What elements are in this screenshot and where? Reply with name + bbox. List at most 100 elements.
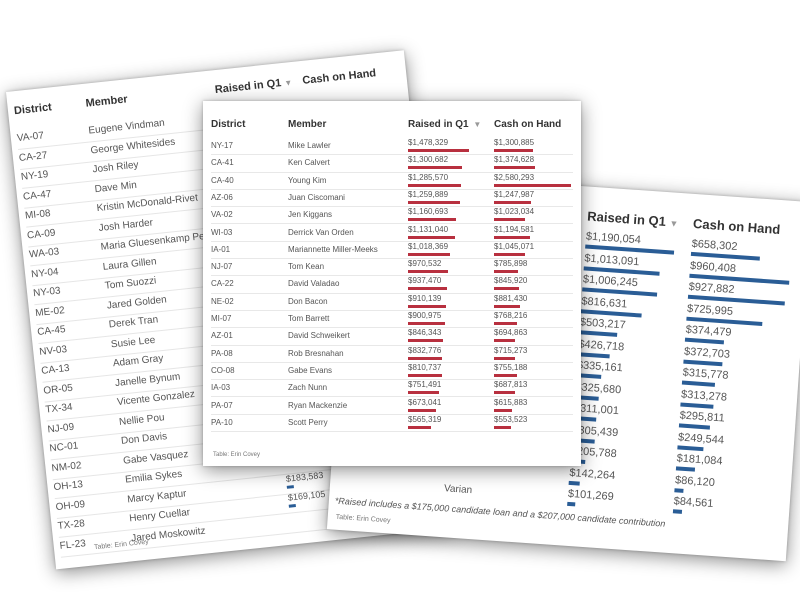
district-cell: PA-08 bbox=[211, 348, 233, 358]
column-header-member[interactable]: Member bbox=[288, 119, 327, 130]
cash-value: $313,278 bbox=[680, 388, 728, 404]
raised-bar bbox=[408, 373, 442, 377]
cash-bar bbox=[494, 149, 534, 152]
district-cell: IA-01 bbox=[211, 244, 231, 254]
raised-bar bbox=[286, 484, 295, 489]
district-cell: CO-08 bbox=[211, 365, 235, 375]
district-cell: CA-22 bbox=[211, 279, 234, 289]
cash-value: $1,023,034 bbox=[494, 207, 535, 217]
sort-desc-icon: ▼ bbox=[669, 218, 679, 229]
raised-value: $335,161 bbox=[576, 359, 624, 375]
cash-value: $295,811 bbox=[679, 409, 726, 425]
raised-bar bbox=[408, 322, 446, 325]
district-cell: IA-03 bbox=[211, 383, 231, 393]
district-cell: CA-40 bbox=[211, 175, 234, 185]
raised-bar bbox=[408, 166, 462, 170]
table-row: NY-17 Mike Lawler $1,478,329 $1,300,885 bbox=[211, 137, 573, 156]
cash-value: $725,995 bbox=[686, 302, 734, 318]
table-credit: Table: Erin Covey bbox=[335, 513, 391, 525]
table-row: CA-41 Ken Calvert $1,300,682 $1,374,628 bbox=[211, 154, 573, 173]
table-row: NJ-07 Tom Kean $970,532 $785,898 bbox=[211, 258, 573, 277]
raised-bar bbox=[568, 480, 580, 486]
column-header-raised[interactable]: Raised in Q1 ▼ bbox=[587, 209, 679, 230]
cash-value: $84,561 bbox=[673, 495, 714, 511]
member-cell: Derrick Van Orden bbox=[288, 227, 354, 237]
raised-bar bbox=[408, 270, 449, 274]
column-header-cash[interactable]: Cash on Hand bbox=[692, 215, 781, 238]
cash-bar bbox=[494, 425, 511, 429]
raised-bar bbox=[408, 339, 443, 343]
cash-value: $960,408 bbox=[689, 259, 737, 275]
cash-bar bbox=[494, 252, 526, 256]
raised-bar bbox=[408, 408, 436, 412]
raised-value: $1,018,369 bbox=[408, 241, 449, 251]
cash-value: $249,544 bbox=[677, 430, 725, 447]
cash-bar bbox=[494, 166, 536, 170]
column-header-district[interactable]: District bbox=[13, 101, 53, 118]
raised-value: $937,470 bbox=[408, 276, 442, 286]
member-cell: Don Bacon bbox=[288, 296, 328, 306]
cash-value: $1,300,885 bbox=[494, 138, 535, 147]
cash-bar bbox=[494, 270, 518, 274]
raised-bar bbox=[408, 149, 470, 152]
column-header-raised[interactable]: Raised in Q1 ▼ bbox=[214, 76, 292, 96]
member-cell: David Valadao bbox=[288, 279, 340, 289]
raised-bar bbox=[408, 287, 447, 291]
raised-value: $1,259,889 bbox=[408, 189, 449, 199]
column-header-cash[interactable]: Cash on Hand bbox=[494, 119, 562, 130]
table-row: MI-07 Tom Barrett $900,975 $768,216 bbox=[211, 310, 573, 329]
raised-bar bbox=[408, 304, 446, 308]
cash-bar bbox=[677, 444, 704, 451]
raised-value: $1,006,245 bbox=[582, 273, 639, 290]
raised-bar bbox=[408, 391, 440, 395]
raised-value: $426,718 bbox=[578, 337, 625, 353]
cash-value: $1,374,628 bbox=[494, 155, 535, 165]
table-row: CO-08 Gabe Evans $810,737 $755,188 bbox=[211, 362, 573, 381]
raised-value: $846,343 bbox=[408, 328, 442, 338]
raised-bar bbox=[408, 425, 432, 429]
district-cell: NY-17 bbox=[211, 141, 233, 150]
column-header-raised[interactable]: Raised in Q1 ▼ bbox=[408, 119, 481, 130]
member-cell: Jen Kiggans bbox=[288, 210, 333, 220]
column-header-district[interactable]: District bbox=[211, 119, 246, 130]
raised-bar bbox=[288, 504, 296, 508]
cash-value: $2,580,293 bbox=[494, 172, 535, 182]
cash-bar bbox=[684, 337, 725, 345]
cash-value: $86,120 bbox=[674, 473, 716, 489]
partial-member-name: Varian bbox=[443, 483, 473, 497]
cash-value: $1,247,987 bbox=[494, 189, 535, 199]
column-header-member[interactable]: Member bbox=[85, 93, 129, 110]
cash-bar bbox=[494, 339, 515, 343]
raised-value: $101,269 bbox=[567, 487, 615, 504]
cash-value: $1,045,071 bbox=[494, 241, 535, 251]
cash-bar bbox=[678, 423, 710, 430]
cash-value: $687,813 bbox=[494, 380, 528, 390]
cash-value: $755,188 bbox=[494, 362, 528, 372]
member-cell: Mariannette Miller-Meeks bbox=[288, 244, 378, 254]
raised-value: $169,105 bbox=[287, 488, 326, 503]
cash-bar bbox=[494, 287, 520, 291]
table-row: PA-10 Scott Perry $565,319 $553,523 bbox=[211, 414, 573, 433]
raised-value: $565,319 bbox=[408, 414, 442, 424]
raised-value: $816,631 bbox=[581, 294, 628, 311]
table-row: AZ-01 David Schweikert $846,343 $694,863 bbox=[211, 327, 573, 346]
table-row: AZ-06 Juan Ciscomani $1,259,889 $1,247,987 bbox=[211, 189, 573, 208]
raised-bar bbox=[408, 252, 451, 256]
cash-value: $785,898 bbox=[494, 259, 528, 269]
district-cell: NJ-07 bbox=[211, 262, 233, 272]
column-header-cash[interactable]: Cash on Hand bbox=[301, 67, 377, 87]
district-cell: MI-07 bbox=[211, 314, 232, 323]
district-cell: PA-10 bbox=[211, 417, 233, 427]
table-row: IA-01 Mariannette Miller-Meeks $1,018,369 $… bbox=[211, 241, 573, 260]
cash-bar bbox=[494, 235, 530, 239]
member-cell: Mike Lawler bbox=[288, 141, 331, 150]
cash-bar bbox=[494, 356, 516, 360]
raised-value: $1,190,054 bbox=[585, 230, 642, 247]
cash-bar bbox=[680, 401, 714, 409]
cash-bar bbox=[674, 487, 684, 493]
center-table-sheet: District Member Raised in Q1 ▼ Cash on H… bbox=[203, 101, 581, 466]
member-cell: Rob Bresnahan bbox=[288, 348, 344, 358]
member-cell: Tom Kean bbox=[288, 262, 325, 272]
cash-bar bbox=[494, 304, 521, 308]
raised-value: $751,491 bbox=[408, 380, 442, 390]
